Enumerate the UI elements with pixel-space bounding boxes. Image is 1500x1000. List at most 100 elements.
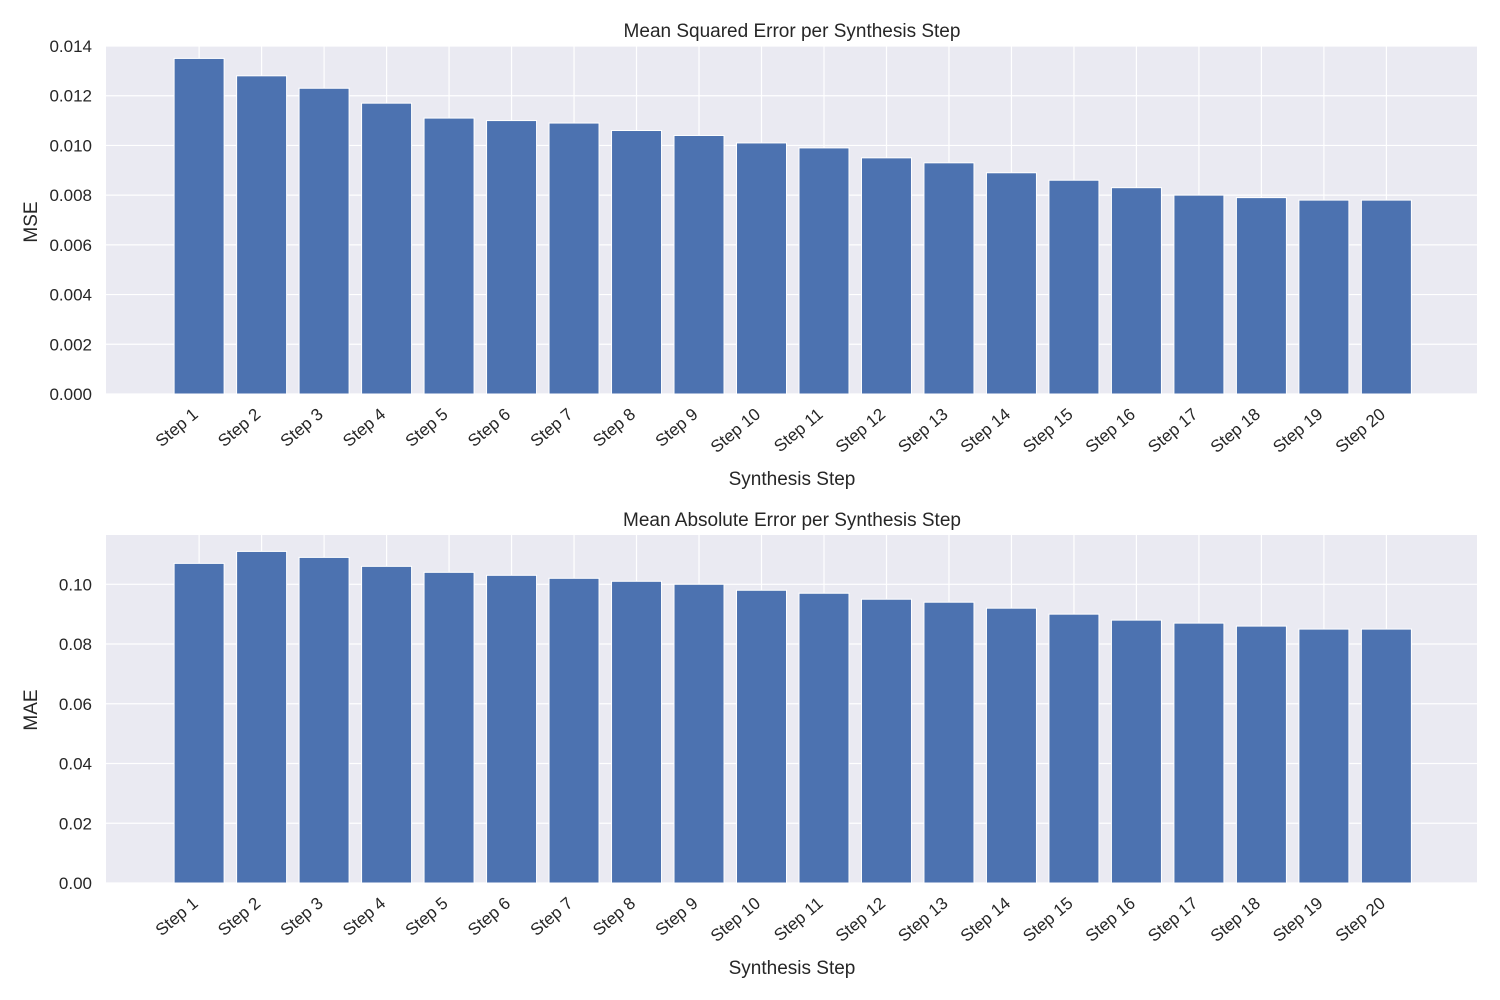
mse-y-tick-label: 0.008 bbox=[49, 186, 92, 205]
mse-x-tick-label: Step 17 bbox=[1144, 405, 1201, 457]
mse-x-tick-label: Step 15 bbox=[1019, 405, 1076, 457]
mae-bar bbox=[1360, 628, 1412, 884]
mae-bar bbox=[923, 601, 975, 884]
mae-bar bbox=[985, 607, 1037, 884]
mae-bar bbox=[860, 598, 912, 884]
mae-x-tick-label: Step 7 bbox=[527, 894, 577, 940]
mae-bar bbox=[173, 562, 225, 884]
mae-bar bbox=[1173, 622, 1225, 884]
mse-bar bbox=[548, 122, 600, 395]
mse-y-tick-label: 0.006 bbox=[49, 236, 92, 255]
mse-x-tick-label: Step 6 bbox=[464, 405, 514, 451]
mse-x-tick-label: Step 3 bbox=[277, 405, 327, 451]
mae-bar bbox=[486, 574, 538, 884]
mae-x-tick-label: Step 20 bbox=[1332, 894, 1389, 946]
mae-y-tick-label: 0.00 bbox=[59, 874, 92, 893]
mse-x-tick-label: Step 14 bbox=[957, 405, 1014, 457]
mse-x-tick-label: Step 4 bbox=[339, 405, 389, 451]
mse-y-tick-label: 0.014 bbox=[49, 37, 92, 56]
mae-x-tick-label: Step 19 bbox=[1269, 894, 1326, 946]
mse-x-tick-label: Step 19 bbox=[1269, 405, 1326, 457]
mse-x-tick-label: Step 10 bbox=[707, 405, 764, 457]
mae-bar bbox=[236, 550, 288, 884]
mae-x-tick-label: Step 6 bbox=[464, 894, 514, 940]
mae-x-tick-label: Step 14 bbox=[957, 894, 1014, 946]
mse-x-tick-label: Step 2 bbox=[214, 405, 264, 451]
mae-x-tick-label: Step 15 bbox=[1019, 894, 1076, 946]
mse-x-tick-label: Step 16 bbox=[1082, 405, 1139, 457]
mae-x-tick-label: Step 13 bbox=[894, 894, 951, 946]
mse-chart-title: Mean Squared Error per Synthesis Step bbox=[624, 21, 961, 42]
mae-chart: Mean Absolute Error per Synthesis Step S… bbox=[21, 510, 1477, 979]
mse-bar bbox=[1048, 179, 1100, 395]
mse-x-axis-label: Synthesis Step bbox=[729, 469, 856, 490]
mae-x-tick-label: Step 2 bbox=[214, 894, 264, 940]
mse-bar bbox=[923, 162, 975, 395]
mae-x-tick-label: Step 3 bbox=[277, 894, 327, 940]
mse-bar bbox=[1173, 194, 1225, 395]
mse-x-tick-label: Step 9 bbox=[652, 405, 702, 451]
mae-x-tick-label: Step 18 bbox=[1207, 894, 1264, 946]
mse-bar bbox=[298, 87, 350, 395]
mse-y-tick-label: 0.004 bbox=[49, 286, 92, 305]
mse-bar bbox=[236, 75, 288, 395]
mae-x-tick-label: Step 17 bbox=[1144, 894, 1201, 946]
mae-x-tick-label: Step 9 bbox=[652, 894, 702, 940]
mse-x-tick-label: Step 11 bbox=[770, 405, 826, 456]
mse-bar bbox=[486, 120, 538, 395]
mse-bar bbox=[423, 117, 475, 395]
mae-x-tick-label: Step 16 bbox=[1082, 894, 1139, 946]
mae-bar bbox=[1048, 613, 1100, 884]
mae-bar bbox=[361, 565, 413, 884]
mse-bar bbox=[860, 157, 912, 395]
mse-y-tick-label: 0.000 bbox=[49, 385, 92, 404]
mae-bar bbox=[1235, 625, 1287, 884]
mse-bar bbox=[1110, 187, 1162, 395]
mae-x-tick-label: Step 1 bbox=[152, 894, 202, 940]
mae-chart-title: Mean Absolute Error per Synthesis Step bbox=[623, 510, 961, 531]
mse-x-tick-label: Step 13 bbox=[894, 405, 951, 457]
mse-bar bbox=[1360, 199, 1412, 395]
mae-bar bbox=[548, 577, 600, 884]
mse-x-tick-label: Step 12 bbox=[832, 405, 889, 457]
mae-bar bbox=[1110, 619, 1162, 884]
mse-bar bbox=[736, 142, 788, 395]
mse-bar bbox=[1298, 199, 1350, 395]
mae-y-axis-label: MAE bbox=[21, 689, 42, 730]
mae-x-tick-label: Step 8 bbox=[589, 894, 639, 940]
mae-bar bbox=[673, 583, 725, 884]
mse-chart: Mean Squared Error per Synthesis Step Sy… bbox=[21, 21, 1477, 490]
mae-x-tick-label: Step 10 bbox=[707, 894, 764, 946]
mae-bar bbox=[1298, 628, 1350, 884]
mae-bar bbox=[736, 589, 788, 884]
mae-y-tick-label: 0.06 bbox=[59, 695, 92, 714]
mse-x-tick-label: Step 8 bbox=[589, 405, 639, 451]
mse-y-tick-label: 0.010 bbox=[49, 136, 92, 155]
mae-bar bbox=[798, 592, 850, 884]
mae-y-tick-label: 0.08 bbox=[59, 635, 92, 654]
mse-x-tick-label: Step 5 bbox=[402, 405, 452, 451]
mae-x-tick-label: Step 11 bbox=[770, 894, 826, 945]
mae-bar bbox=[423, 571, 475, 884]
mse-x-tick-label: Step 1 bbox=[152, 405, 202, 451]
mse-y-tick-label: 0.012 bbox=[49, 87, 92, 106]
mse-x-tick-label: Step 7 bbox=[527, 405, 577, 451]
mae-y-tick-label: 0.04 bbox=[59, 755, 92, 774]
mae-y-tick-label: 0.10 bbox=[59, 575, 92, 594]
mse-bar bbox=[673, 134, 725, 395]
mae-y-tick-label: 0.02 bbox=[59, 814, 92, 833]
mae-x-tick-label: Step 5 bbox=[402, 894, 452, 940]
mae-x-tick-label: Step 4 bbox=[339, 894, 389, 940]
mse-bar bbox=[985, 172, 1037, 395]
mae-x-tick-label: Step 12 bbox=[832, 894, 889, 946]
mse-plot-area bbox=[106, 45, 1477, 395]
mse-x-tick-label: Step 18 bbox=[1207, 405, 1264, 457]
mae-plot-area bbox=[106, 535, 1477, 884]
mae-x-axis-label: Synthesis Step bbox=[729, 958, 856, 979]
mse-bar bbox=[173, 57, 225, 395]
mae-bar bbox=[611, 580, 663, 884]
mse-bar bbox=[1235, 197, 1287, 395]
mse-x-tick-label: Step 20 bbox=[1332, 405, 1389, 457]
mse-bar bbox=[361, 102, 413, 395]
